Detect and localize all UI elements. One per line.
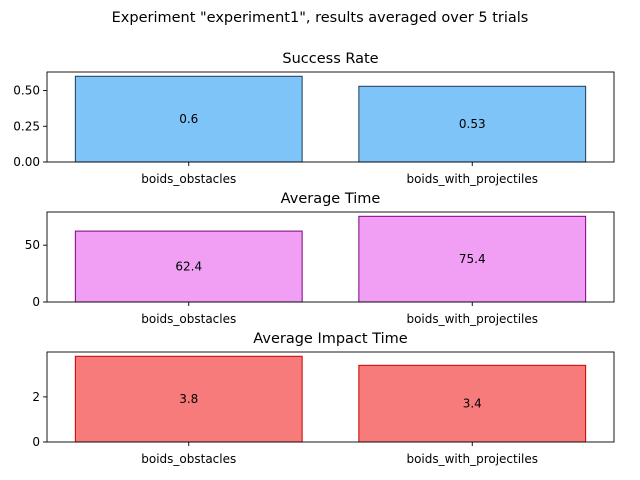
bar [358, 364, 587, 443]
axes-frame [46, 211, 615, 303]
figure-suptitle: Experiment "experiment1", results averag… [112, 10, 529, 26]
y-tick-label: 0.00 [13, 155, 40, 169]
x-tick-label: boids_with_projectiles [406, 312, 538, 326]
panel-title: Average Time [281, 191, 381, 207]
y-tick-label: 2 [32, 390, 40, 404]
panel-title: Average Impact Time [253, 331, 407, 347]
y-tick-label: 0 [32, 295, 40, 309]
bar [358, 215, 587, 303]
x-tick-label: boids_with_projectiles [406, 172, 538, 186]
axes-frame [46, 71, 615, 163]
bar-value-label: 0.53 [459, 117, 486, 131]
x-tick-label: boids_with_projectiles [406, 452, 538, 466]
bar-value-label: 62.4 [175, 260, 202, 274]
chart-panel: Average Impact Time 3.8 3.4 0 2 boids_obstacl… [32, 331, 615, 466]
chart-panel: Success Rate 0.6 0.53 0.00 0.25 0.50 boids_obs… [13, 51, 615, 186]
x-tick-label: boids_obstacles [141, 312, 236, 326]
bar-value-label: 3.8 [179, 392, 198, 406]
bar [74, 75, 303, 163]
y-tick-label: 0.50 [13, 84, 40, 98]
panel-title: Success Rate [282, 51, 378, 67]
chart-panels: Success Rate 0.6 0.53 0.00 0.25 0.50 boids_obs… [13, 51, 615, 466]
bar [74, 230, 303, 303]
chart-panel: Average Time 62.4 75.4 0 50 boids_obstacles bo… [25, 191, 615, 326]
bar-value-label: 3.4 [463, 397, 482, 411]
x-tick-label: boids_obstacles [141, 452, 236, 466]
y-tick-label: 0.25 [13, 119, 40, 133]
bar [358, 85, 587, 163]
bar [74, 355, 303, 443]
bar-value-label: 0.6 [179, 112, 198, 126]
x-tick-label: boids_obstacles [141, 172, 236, 186]
bar-value-label: 75.4 [459, 252, 486, 266]
y-tick-label: 0 [32, 435, 40, 449]
y-tick-label: 50 [25, 238, 40, 252]
